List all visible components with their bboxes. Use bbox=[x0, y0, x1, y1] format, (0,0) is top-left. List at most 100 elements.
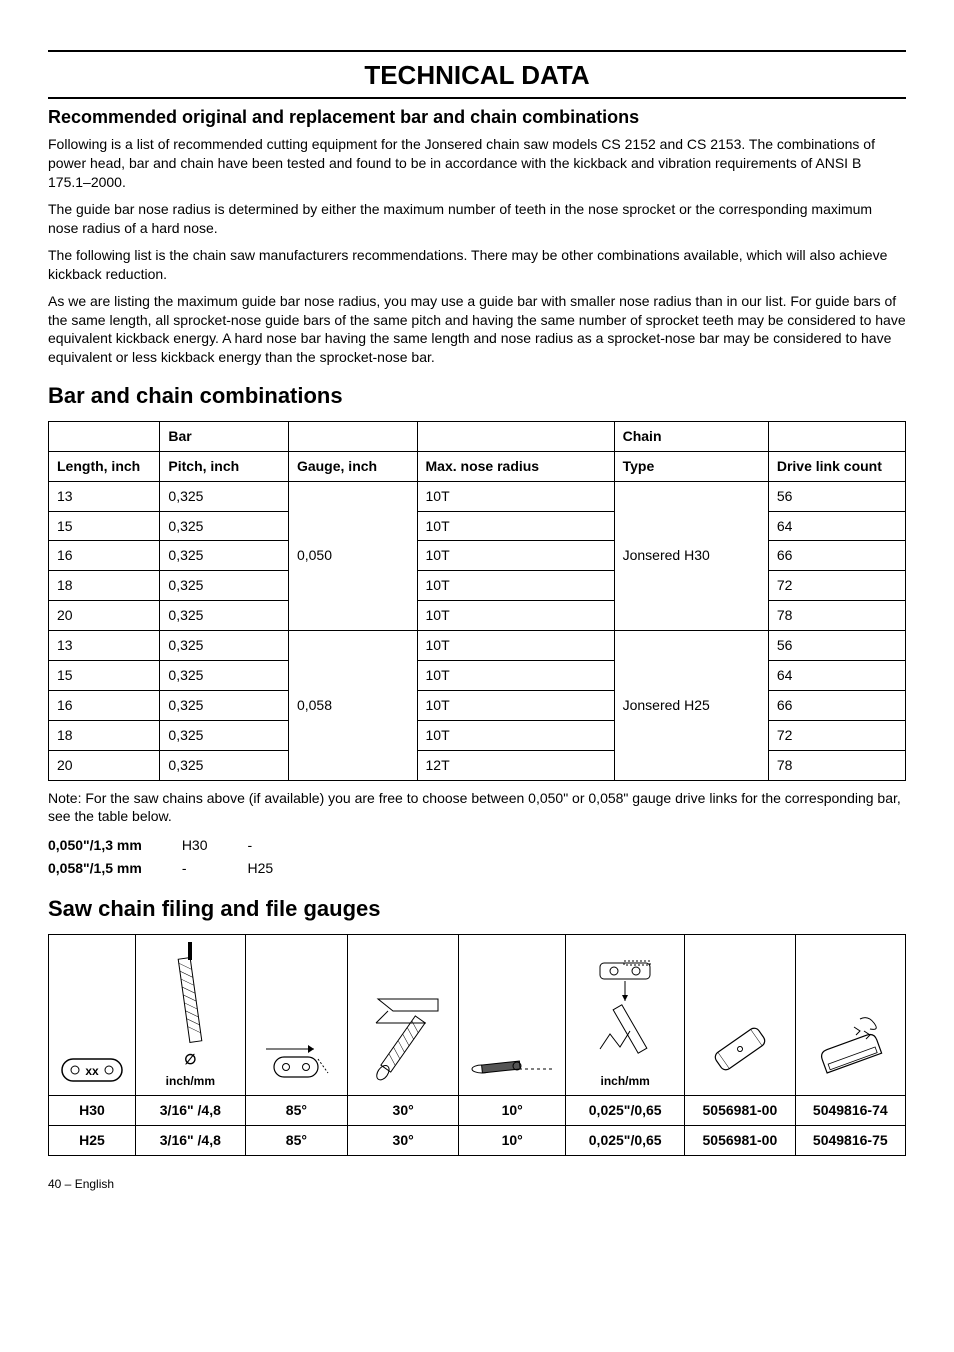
intro-para-2: The guide bar nose radius is determined … bbox=[48, 200, 906, 238]
table-row: 130,3250,05010TJonsered H3056 bbox=[49, 481, 906, 511]
filing-row-1: H25 3/16" /4,8 85° 30° 10° 0,025"/0,65 5… bbox=[49, 1125, 906, 1155]
cell-drive: 64 bbox=[768, 661, 905, 691]
page-title: TECHNICAL DATA bbox=[48, 58, 906, 93]
cell-pitch: 0,325 bbox=[160, 571, 289, 601]
file-down-angle-icon bbox=[459, 934, 566, 1095]
chain-type-icon: xx bbox=[49, 934, 136, 1095]
filing-dia-1: 3/16" /4,8 bbox=[136, 1125, 246, 1155]
side-plate-angle-icon bbox=[348, 934, 459, 1095]
header-chain: Chain bbox=[614, 421, 768, 451]
cell-gauge: 0,058 bbox=[288, 631, 417, 780]
cell-nose: 10T bbox=[417, 541, 614, 571]
filing-p1-0: 5056981-00 bbox=[685, 1095, 795, 1125]
subheading-combinations: Recommended original and replacement bar… bbox=[48, 105, 906, 129]
table-row: 180,325 10T 72 bbox=[49, 571, 906, 601]
intro-para-1: Following is a list of recommended cutti… bbox=[48, 135, 906, 192]
filing-a2-1: 30° bbox=[348, 1125, 459, 1155]
filing-heading: Saw chain filing and file gauges bbox=[48, 894, 906, 924]
cell-drive: 72 bbox=[768, 571, 905, 601]
table-row: 150,32510T64 bbox=[49, 511, 906, 541]
cell-drive: 56 bbox=[768, 481, 905, 511]
gauge-c1-0: H30 bbox=[182, 834, 248, 857]
filing-table: xx ∅ inch/mm bbox=[48, 934, 906, 1156]
cell-nose: 10T bbox=[417, 661, 614, 691]
cell-gauge: 0,050 bbox=[288, 481, 417, 630]
header-drive: Drive link count bbox=[768, 451, 905, 481]
cell-pitch: 0,325 bbox=[160, 541, 289, 571]
cell-length: 16 bbox=[49, 541, 160, 571]
inchmm-label-2: inch/mm bbox=[574, 1073, 676, 1089]
cell-nose: 10T bbox=[417, 631, 614, 661]
table-row: 160,32510T66 bbox=[49, 690, 906, 720]
gauge-label-0: 0,050"/1,3 mm bbox=[48, 834, 182, 857]
cell-length: 13 bbox=[49, 481, 160, 511]
table-row: 200,32510T78 bbox=[49, 601, 906, 631]
note-text: Note: For the saw chains above (if avail… bbox=[48, 789, 906, 827]
table-row: 200,32512T78 bbox=[49, 750, 906, 780]
filing-a1-1: 85° bbox=[245, 1125, 347, 1155]
bar-chain-heading: Bar and chain combinations bbox=[48, 381, 906, 411]
gauge-c2-0: - bbox=[248, 834, 314, 857]
header-blank-2 bbox=[288, 421, 417, 451]
cell-nose: 10T bbox=[417, 481, 614, 511]
header-blank-1 bbox=[49, 421, 160, 451]
cell-drive: 72 bbox=[768, 720, 905, 750]
header-pitch: Pitch, inch bbox=[160, 451, 289, 481]
cell-drive: 64 bbox=[768, 511, 905, 541]
title-underline bbox=[48, 97, 906, 99]
header-type: Type bbox=[614, 451, 768, 481]
cell-drive: 66 bbox=[768, 690, 905, 720]
intro-para-4: As we are listing the maximum guide bar … bbox=[48, 292, 906, 368]
filing-icon-row: xx ∅ inch/mm bbox=[49, 934, 906, 1095]
filing-a3-0: 10° bbox=[459, 1095, 566, 1125]
header-gauge: Gauge, inch bbox=[288, 451, 417, 481]
gauge-c2-1: H25 bbox=[248, 857, 314, 880]
cell-pitch: 0,325 bbox=[160, 631, 289, 661]
cell-length: 18 bbox=[49, 720, 160, 750]
top-rule bbox=[48, 50, 906, 52]
cell-length: 15 bbox=[49, 661, 160, 691]
filing-p2-0: 5049816-74 bbox=[795, 1095, 905, 1125]
table-row: 150,32510T64 bbox=[49, 661, 906, 691]
gauge-c1-1: - bbox=[182, 857, 248, 880]
filing-name-0: H30 bbox=[49, 1095, 136, 1125]
cell-length: 20 bbox=[49, 601, 160, 631]
top-plate-angle-icon bbox=[245, 934, 347, 1095]
cell-drive: 78 bbox=[768, 601, 905, 631]
intro-para-3: The following list is the chain saw manu… bbox=[48, 246, 906, 284]
combo-table: Bar Chain Length, inch Pitch, inch Gauge… bbox=[48, 421, 906, 781]
diameter-symbol: ∅ bbox=[144, 1050, 237, 1069]
filing-p1-1: 5056981-00 bbox=[685, 1125, 795, 1155]
filing-dia-0: 3/16" /4,8 bbox=[136, 1095, 246, 1125]
filing-depth-0: 0,025"/0,65 bbox=[566, 1095, 685, 1125]
cell-pitch: 0,325 bbox=[160, 481, 289, 511]
combo-header-groups: Bar Chain bbox=[49, 421, 906, 451]
header-nose: Max. nose radius bbox=[417, 451, 614, 481]
table-row: 180,325 10T 72 bbox=[49, 720, 906, 750]
cell-type: Jonsered H30 bbox=[614, 481, 768, 630]
file-gauge-part-icon bbox=[685, 934, 795, 1095]
cell-nose: 10T bbox=[417, 511, 614, 541]
cell-nose: 10T bbox=[417, 601, 614, 631]
inchmm-label-1: inch/mm bbox=[144, 1073, 237, 1089]
cell-pitch: 0,325 bbox=[160, 690, 289, 720]
cell-length: 16 bbox=[49, 690, 160, 720]
filing-a1-0: 85° bbox=[245, 1095, 347, 1125]
gauge-row-1: 0,058"/1,5 mm - H25 bbox=[48, 857, 313, 880]
cell-nose: 10T bbox=[417, 720, 614, 750]
cell-length: 18 bbox=[49, 571, 160, 601]
cell-drive: 78 bbox=[768, 750, 905, 780]
depth-gauge-icon: inch/mm bbox=[566, 934, 685, 1095]
filing-a3-1: 10° bbox=[459, 1125, 566, 1155]
header-blank-3 bbox=[417, 421, 614, 451]
cell-length: 20 bbox=[49, 750, 160, 780]
header-bar: Bar bbox=[160, 421, 289, 451]
cell-length: 13 bbox=[49, 631, 160, 661]
cell-length: 15 bbox=[49, 511, 160, 541]
page-footer: 40 – English bbox=[48, 1176, 906, 1192]
cell-type: Jonsered H25 bbox=[614, 631, 768, 780]
cell-pitch: 0,325 bbox=[160, 720, 289, 750]
gauge-label-1: 0,058"/1,5 mm bbox=[48, 857, 182, 880]
cell-nose: 10T bbox=[417, 571, 614, 601]
file-diameter-icon: ∅ inch/mm bbox=[136, 934, 246, 1095]
